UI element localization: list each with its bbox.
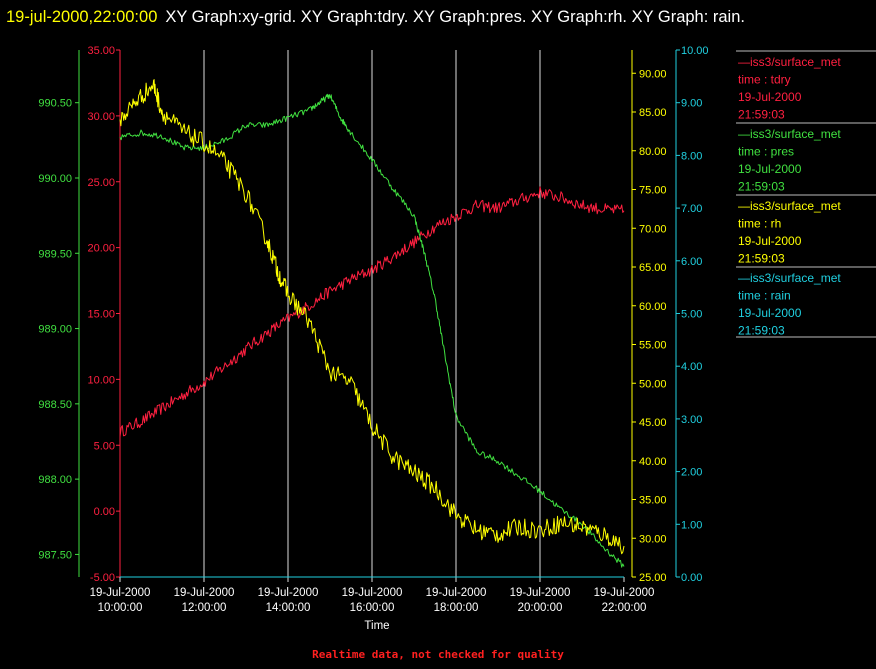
rh-series-line [119,79,625,555]
rain-tick-label: 8.00 [681,150,702,162]
legend-entry-line: 21:59:03 [738,252,785,266]
rh-tick-label: 25.00 [639,572,667,584]
header-timestamp: 19-jul-2000,22:00:00 [6,8,158,26]
x-axis-label: Time [364,620,389,632]
rain-tick-label: 4.00 [681,361,702,373]
pres-tick-label: 989.00 [38,324,72,336]
x-tick-label-time: 22:00:00 [602,602,647,614]
header-graph-list: XY Graph:xy-grid. XY Graph:tdry. XY Grap… [165,8,745,26]
legend-entry-line: time : tdry [738,73,791,87]
rh-tick-label: 85.00 [639,107,667,119]
legend-entry-line: —iss3/surface_met [738,271,841,285]
rh-tick-label: 75.00 [639,185,667,197]
legend-entry-line: time : pres [738,145,794,159]
rh-tick-label: 65.00 [639,262,667,274]
tdry-tick-label: -5.00 [90,572,115,584]
x-tick-label-date: 19-Jul-2000 [594,587,655,599]
rh-tick-label: 45.00 [639,417,667,429]
rh-tick-label: 35.00 [639,495,667,507]
tdry-tick-label: 20.00 [87,243,115,255]
legend-entry-line: —iss3/surface_met [738,55,841,69]
rain-tick-label: 10.00 [681,45,709,57]
rain-tick-label: 3.00 [681,414,702,426]
rh-tick-label: 30.00 [639,533,667,545]
rain-tick-label: 1.00 [681,519,702,531]
rain-tick-label: 9.00 [681,98,702,110]
x-tick-label-date: 19-Jul-2000 [342,587,403,599]
legend-entry-line: time : rh [738,217,781,231]
tdry-tick-label: 0.00 [94,506,115,518]
x-tick-label-date: 19-Jul-2000 [90,587,151,599]
tdry-tick-label: 15.00 [87,309,115,321]
legend-entry-line: —iss3/surface_met [738,199,841,213]
tdry-tick-label: 10.00 [87,374,115,386]
pres-tick-label: 989.50 [38,248,72,260]
x-tick-label-time: 18:00:00 [434,602,479,614]
tdry-tick-label: 30.00 [87,111,115,123]
pres-tick-label: 990.50 [38,98,72,110]
rh-tick-label: 50.00 [639,378,667,390]
pres-tick-label: 988.00 [38,474,72,486]
pres-tick-label: 987.50 [38,549,72,561]
rh-tick-label: 40.00 [639,456,667,468]
rain-tick-label: 7.00 [681,203,702,215]
x-tick-label-time: 16:00:00 [350,602,395,614]
rh-tick-label: 80.00 [639,146,667,158]
x-tick-label-time: 14:00:00 [266,602,311,614]
tdry-series-line [119,186,625,437]
rh-tick-label: 70.00 [639,223,667,235]
rain-tick-label: 5.00 [681,309,702,321]
pres-series-line [119,93,625,568]
rain-tick-label: 0.00 [681,572,702,584]
tdry-tick-label: 25.00 [87,177,115,189]
legend-entry-line: 21:59:03 [738,180,785,194]
rh-tick-label: 90.00 [639,68,667,80]
quality-notice: Realtime data, not checked for quality [312,648,564,661]
rain-tick-label: 2.00 [681,467,702,479]
x-tick-label-date: 19-Jul-2000 [426,587,487,599]
rain-tick-label: 6.00 [681,256,702,268]
x-tick-label-date: 19-Jul-2000 [258,587,319,599]
x-tick-label-time: 20:00:00 [518,602,563,614]
x-tick-label-date: 19-Jul-2000 [510,587,571,599]
legend-entry-line: 19-Jul-2000 [738,234,802,248]
legend-entry-line: 21:59:03 [738,108,785,122]
legend-entry-line: 19-Jul-2000 [738,90,802,104]
legend-entry-line: —iss3/surface_met [738,127,841,141]
legend-entry-line: 19-Jul-2000 [738,162,802,176]
tdry-tick-label: 35.00 [87,45,115,57]
x-tick-label-time: 10:00:00 [98,602,143,614]
legend-entry-line: 19-Jul-2000 [738,306,802,320]
legend-entry-line: time : rain [738,289,791,303]
legend-entry-line: 21:59:03 [738,324,785,338]
rh-tick-label: 55.00 [639,340,667,352]
tdry-tick-label: 5.00 [94,440,115,452]
page-header: 19-jul-2000,22:00:00 XY Graph:xy-grid. XY… [6,2,866,32]
x-tick-label-date: 19-Jul-2000 [174,587,235,599]
rh-tick-label: 60.00 [639,301,667,313]
pres-tick-label: 988.50 [38,399,72,411]
x-tick-label-time: 12:00:00 [182,602,227,614]
pres-tick-label: 990.00 [38,173,72,185]
